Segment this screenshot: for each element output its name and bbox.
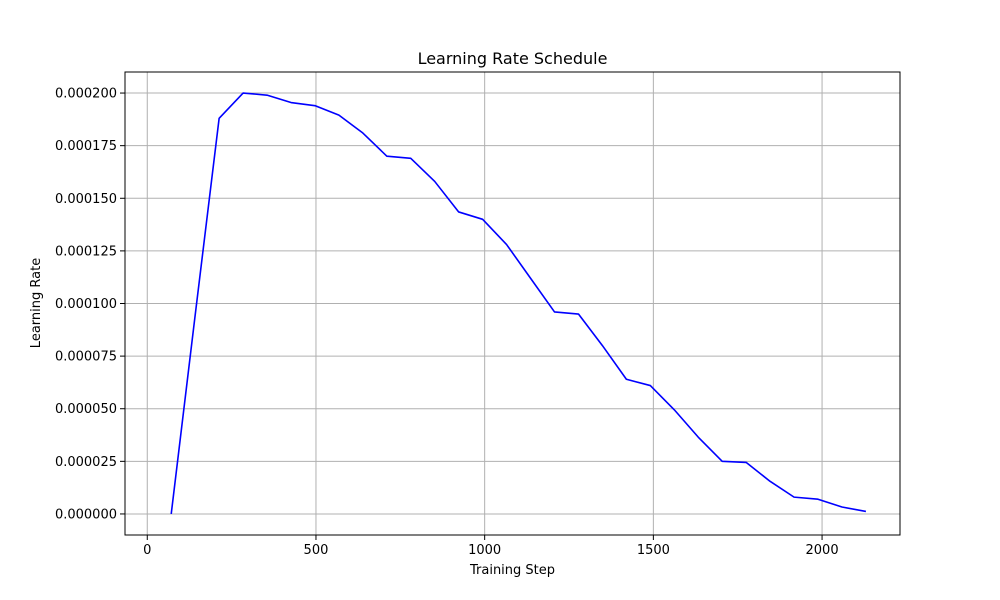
x-axis-label: Training Step	[469, 563, 555, 578]
x-tick-label: 1500	[637, 543, 670, 558]
y-tick-label: 0.000000	[55, 507, 117, 522]
series-layer	[170, 92, 867, 515]
y-tick-label: 0.000125	[55, 244, 117, 259]
y-tick-label: 0.000150	[55, 192, 117, 207]
y-tick-label: 0.000050	[55, 402, 117, 417]
x-tick-label: 500	[304, 543, 329, 558]
axis-ticks: 0 500 1000 1500 2000 0.000000 0.000025 0.000050…	[55, 87, 839, 558]
x-tick-label: 1000	[468, 543, 501, 558]
y-tick-label: 0.000100	[55, 297, 117, 312]
y-tick-label: 0.000025	[55, 455, 117, 470]
y-tick-label: 0.000200	[55, 87, 117, 102]
chart-title: Learning Rate Schedule	[418, 49, 608, 68]
y-tick-label: 0.000175	[55, 139, 117, 154]
y-axis-label: Learning Rate	[29, 258, 44, 348]
y-tick-label: 0.000075	[55, 350, 117, 365]
x-tick-label: 2000	[806, 543, 839, 558]
grid	[125, 72, 900, 535]
x-tick-label: 0	[143, 543, 151, 558]
plot-frame	[124, 71, 901, 536]
learning-rate-series-line	[170, 92, 867, 515]
